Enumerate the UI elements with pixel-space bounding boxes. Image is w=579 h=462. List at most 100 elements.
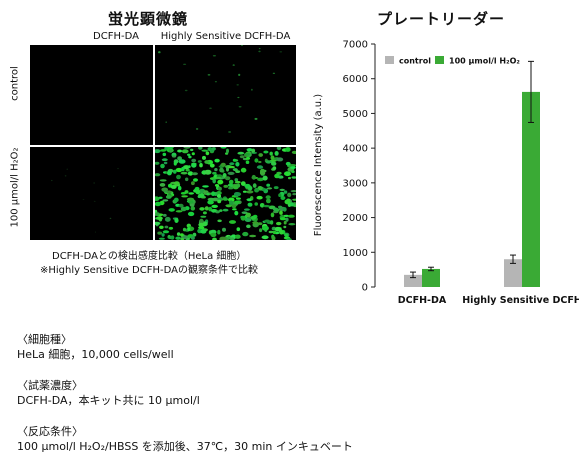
cell	[222, 227, 226, 232]
faint-cells-image	[51, 168, 119, 233]
cell	[211, 191, 216, 196]
cell	[173, 197, 179, 203]
cell	[64, 175, 67, 177]
cell	[204, 206, 209, 211]
cell	[159, 225, 164, 229]
chart-title: プレートリーダー	[377, 10, 506, 28]
cell	[191, 152, 195, 156]
cell	[207, 200, 214, 205]
cell	[217, 229, 221, 235]
cell	[158, 237, 165, 240]
cell-type-text: HeLa 細胞，10,000 cells/well	[17, 348, 174, 361]
cell	[82, 199, 85, 200]
cell	[180, 233, 184, 237]
cell	[187, 165, 191, 169]
cell	[188, 155, 192, 159]
reaction-text: 100 μmol/l H₂O₂/HBSS を添加後、37℃，30 min インキ…	[17, 440, 353, 453]
cell	[268, 230, 274, 234]
cell	[242, 231, 249, 237]
cell	[94, 231, 96, 233]
cell	[202, 211, 207, 215]
cell	[201, 149, 208, 152]
cell	[178, 159, 186, 164]
cell	[202, 155, 206, 160]
cell	[183, 145, 191, 149]
reagent-heading: 〈試薬濃度〉	[17, 379, 83, 392]
cell	[283, 190, 288, 194]
bars	[404, 91, 540, 287]
bar-control	[404, 274, 422, 287]
caption-line1: DCFH-DAとの検出感度比較（HeLa 細胞）	[52, 251, 247, 262]
cell	[290, 166, 296, 169]
cell	[292, 198, 299, 201]
cell	[220, 162, 226, 167]
cell	[234, 234, 241, 239]
cell	[278, 175, 284, 179]
legend: control 100 μmol/l H₂O₂	[385, 56, 520, 66]
cell	[283, 214, 289, 217]
cell	[173, 181, 180, 186]
cell	[238, 73, 241, 76]
cell	[162, 213, 167, 217]
cell	[204, 169, 212, 175]
cell	[228, 197, 235, 203]
cell	[239, 155, 245, 159]
cell	[155, 212, 160, 216]
cell	[170, 184, 177, 189]
cell	[278, 193, 282, 197]
cell	[212, 237, 217, 241]
cell	[232, 168, 238, 172]
cell	[164, 225, 169, 229]
cell	[162, 230, 170, 234]
cell	[197, 160, 202, 163]
cell	[206, 193, 210, 196]
cell	[167, 170, 172, 176]
cell	[183, 63, 187, 65]
cell	[184, 190, 189, 194]
cell	[285, 217, 289, 222]
cell	[153, 149, 161, 154]
cell	[211, 204, 218, 208]
cell	[252, 183, 257, 188]
cell	[217, 219, 222, 223]
cell	[245, 156, 251, 160]
y-tick-label: 1000	[343, 248, 368, 259]
cell	[198, 222, 205, 227]
bright-cells-image	[152, 144, 299, 243]
cell	[233, 192, 240, 197]
cell	[266, 198, 271, 204]
cell	[51, 179, 53, 182]
cell	[214, 168, 218, 172]
cell	[188, 200, 194, 204]
cell	[175, 236, 181, 240]
cell	[162, 152, 167, 157]
cell	[290, 202, 294, 207]
cell	[154, 173, 161, 177]
cell	[219, 167, 224, 173]
cell	[235, 170, 241, 173]
cell	[163, 161, 168, 165]
cell	[285, 147, 291, 152]
cell	[258, 153, 263, 157]
cell	[287, 192, 292, 198]
cell	[270, 212, 275, 218]
cell	[288, 176, 291, 180]
cell	[284, 233, 289, 237]
y-tick-label: 2000	[343, 213, 368, 224]
cell	[211, 209, 217, 213]
cell	[170, 235, 175, 240]
cell	[217, 179, 224, 185]
row-header-control: control	[9, 66, 21, 101]
cell	[291, 150, 298, 154]
cell	[251, 148, 256, 153]
y-tick-label: 3000	[343, 178, 368, 189]
cell	[204, 160, 210, 164]
cell	[161, 158, 168, 162]
cell	[280, 196, 286, 200]
cell	[93, 200, 96, 202]
cell	[254, 158, 259, 163]
cell	[291, 176, 297, 179]
cell	[173, 161, 177, 166]
cell	[175, 210, 183, 213]
cell	[212, 178, 216, 184]
